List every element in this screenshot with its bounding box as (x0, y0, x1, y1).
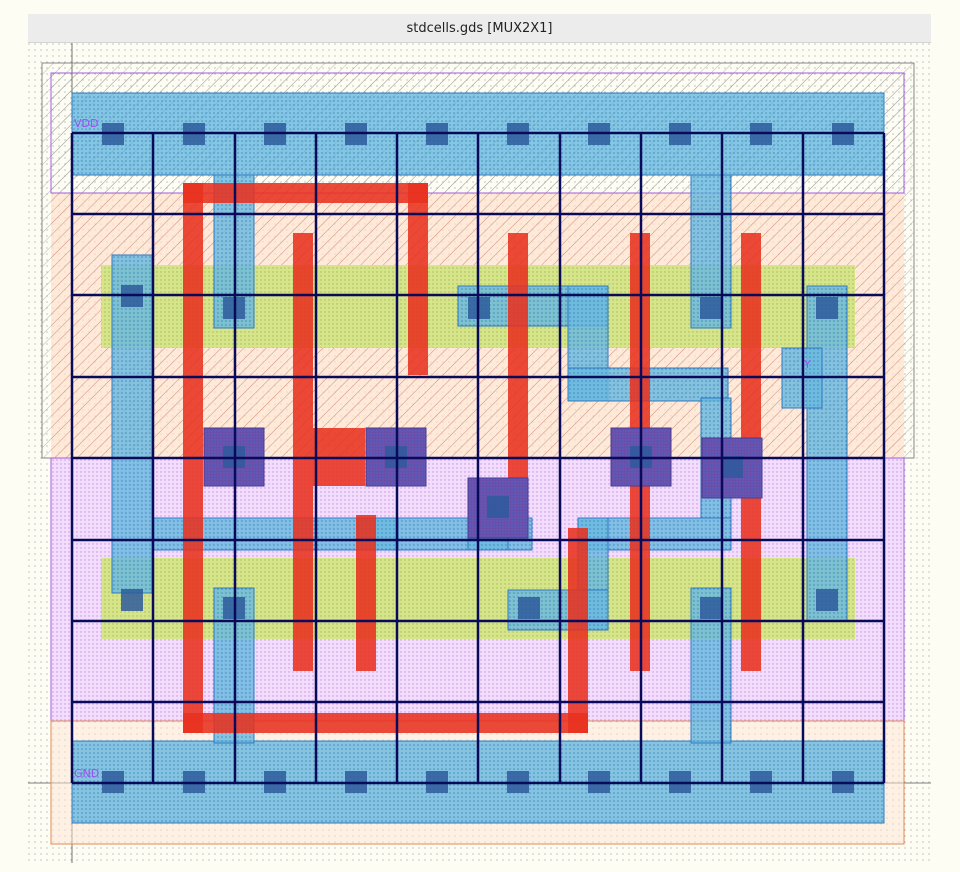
layout-canvas[interactable]: VDD GND Y (28, 43, 931, 863)
metal1-routes (111, 174, 848, 744)
layout-view[interactable]: VDD GND Y (28, 43, 931, 863)
y-pin-label: Y (803, 358, 811, 371)
window-title: stdcells.gds [MUX2X1] (406, 20, 553, 36)
window-titlebar: stdcells.gds [MUX2X1] (28, 14, 931, 43)
vdd-label: VDD (74, 117, 98, 130)
routing-grid (70, 131, 886, 785)
gnd-label: GND (74, 767, 99, 780)
